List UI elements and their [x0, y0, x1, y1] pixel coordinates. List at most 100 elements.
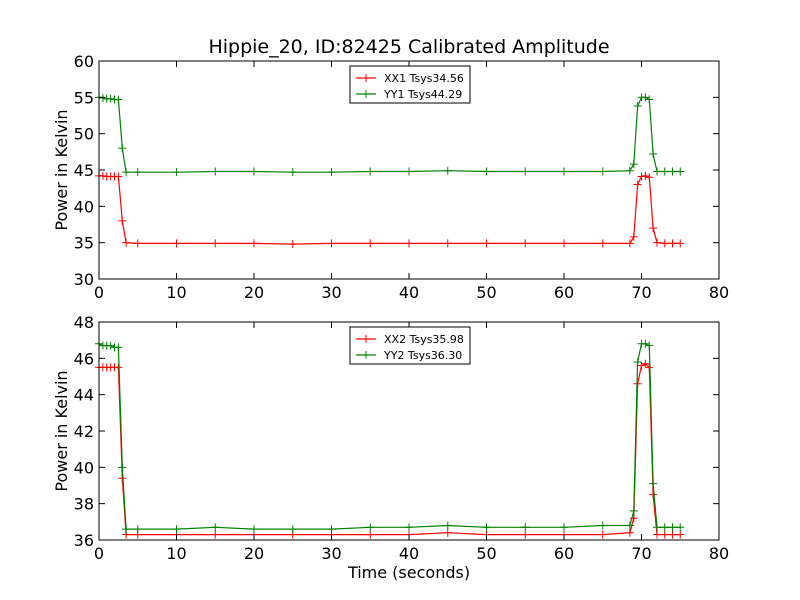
- data-point-marker: [521, 167, 530, 176]
- data-point-marker: [625, 528, 634, 537]
- data-point-marker: [327, 239, 336, 248]
- y-tick-label: 60: [74, 52, 94, 71]
- data-point-marker: [172, 168, 181, 177]
- data-point-marker: [98, 94, 107, 103]
- data-point-marker: [668, 167, 677, 176]
- y-tick-label: 35: [74, 234, 94, 253]
- data-point-marker: [560, 167, 568, 176]
- x-tick-label: 70: [631, 283, 651, 302]
- y-axis-title: Power in Kelvin: [52, 370, 71, 491]
- data-point-marker: [521, 523, 530, 532]
- data-point-marker: [676, 167, 685, 176]
- data-point-marker: [114, 343, 123, 352]
- y-tick-label: 48: [74, 313, 94, 332]
- data-point-marker: [211, 167, 220, 176]
- y-tick-label: 55: [74, 88, 94, 107]
- data-point-marker: [482, 239, 491, 248]
- data-point-marker: [641, 339, 650, 348]
- data-point-marker: [633, 102, 642, 111]
- data-point-marker: [521, 239, 530, 248]
- data-point-marker: [645, 95, 654, 104]
- top-plot-panel: 0 10 20 30 40 50 60 70 80 30 35 40 45 50 55 60 Power in …: [52, 52, 729, 302]
- y-tick-label: 30: [74, 270, 94, 289]
- data-point-marker: [653, 238, 661, 247]
- x-tick-label: 60: [554, 544, 574, 563]
- data-point-marker: [133, 168, 142, 177]
- x-tick-label: 40: [399, 544, 419, 563]
- data-point-marker: [250, 167, 258, 176]
- data-point-marker: [443, 166, 452, 175]
- data-point-marker: [676, 239, 685, 248]
- data-point-marker: [482, 523, 491, 532]
- data-point-marker: [660, 167, 669, 176]
- data-point-marker: [653, 530, 661, 539]
- data-point-marker: [122, 525, 131, 534]
- data-point-marker: [641, 171, 650, 180]
- data-point-marker: [288, 168, 297, 177]
- legend-label: XX1 Tsys34.56: [384, 72, 464, 85]
- data-point-marker: [98, 171, 107, 180]
- data-point-marker: [598, 521, 607, 530]
- x-tick-label: 80: [709, 283, 729, 302]
- y-tick-label: 45: [74, 161, 94, 180]
- data-point-marker: [645, 341, 654, 350]
- data-point-marker: [443, 521, 452, 530]
- data-point-marker: [405, 523, 413, 532]
- x-tick-label: 20: [244, 544, 264, 563]
- data-point-marker: [443, 239, 452, 248]
- data-point-marker: [172, 239, 181, 248]
- data-point-marker: [649, 479, 658, 488]
- x-tick-label: 10: [166, 544, 186, 563]
- series-line-1: [99, 363, 681, 536]
- data-point-marker: [625, 166, 634, 175]
- x-tick-label: 50: [476, 544, 496, 563]
- x-tick-label: 0: [94, 283, 104, 302]
- y-tick-label: 40: [74, 197, 94, 216]
- y-tick-label: 42: [74, 422, 94, 441]
- data-point-marker: [637, 172, 646, 181]
- data-point-marker: [366, 239, 375, 248]
- x-tick-label: 0: [94, 544, 104, 563]
- data-point-marker: [625, 521, 634, 530]
- data-point-marker: [637, 361, 646, 370]
- data-point-marker: [676, 523, 685, 532]
- y-axis-title: Power in Kelvin: [52, 109, 71, 230]
- data-point-marker: [598, 239, 607, 248]
- data-point-marker: [633, 180, 642, 189]
- data-point-marker: [172, 525, 181, 534]
- data-point-marker: [482, 167, 491, 176]
- data-point-marker: [211, 239, 220, 248]
- data-point-marker: [405, 239, 413, 248]
- data-point-marker: [521, 530, 530, 539]
- data-point-marker: [649, 224, 658, 233]
- data-point-marker: [629, 232, 638, 241]
- data-point-marker: [598, 530, 607, 539]
- data-point-marker: [633, 357, 642, 366]
- data-point-marker: [629, 160, 638, 169]
- data-point-marker: [250, 525, 258, 534]
- data-point-marker: [405, 167, 413, 176]
- x-tick-label: 20: [244, 283, 264, 302]
- data-point-marker: [106, 94, 115, 103]
- data-point-marker: [114, 95, 123, 104]
- data-point-marker: [133, 239, 142, 248]
- y-tick-label: 44: [74, 386, 94, 405]
- data-point-marker: [653, 167, 661, 176]
- data-point-marker: [625, 239, 634, 248]
- data-point-marker: [250, 239, 258, 248]
- data-point-marker: [560, 523, 568, 532]
- x-tick-label: 10: [166, 283, 186, 302]
- data-point-marker: [288, 525, 297, 534]
- data-point-marker: [106, 341, 115, 350]
- data-point-marker: [676, 530, 685, 539]
- data-point-marker: [645, 173, 654, 182]
- legend-box: [349, 65, 471, 104]
- x-tick-label: 30: [321, 544, 341, 563]
- x-tick-label: 80: [709, 544, 729, 563]
- data-point-marker: [641, 359, 650, 368]
- data-point-marker: [668, 239, 677, 248]
- data-point-marker: [629, 506, 638, 515]
- legend-label: YY1 Tsys44.29: [383, 88, 462, 101]
- y-tick-label: 36: [74, 531, 94, 550]
